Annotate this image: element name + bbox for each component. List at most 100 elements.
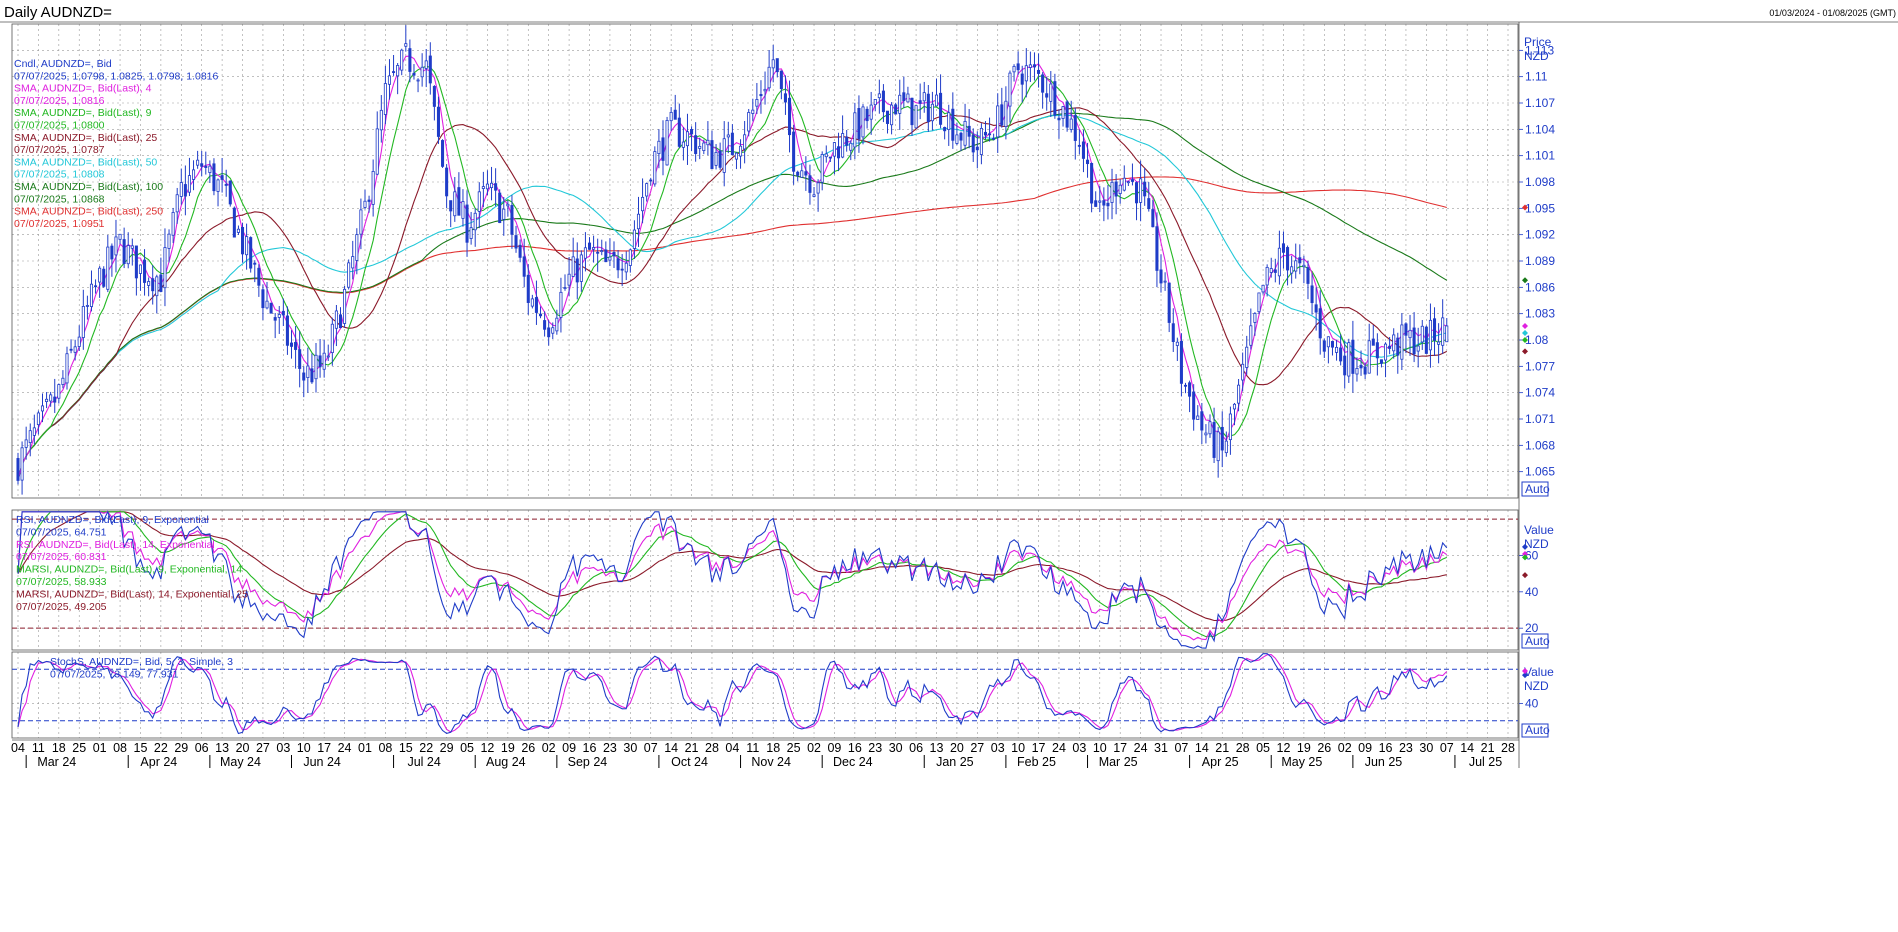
candle [649, 177, 653, 186]
price-marker [1522, 204, 1528, 211]
price-tick-label: 1.068 [1525, 438, 1555, 452]
candle [824, 145, 828, 163]
week-label: 03 [1072, 741, 1086, 755]
price-panel[interactable] [16, 25, 1449, 495]
candle-body [126, 245, 130, 265]
candle [49, 391, 53, 407]
candle-body [1028, 64, 1032, 68]
stoch-legend-line: StochS, AUDNZD=, Bid, 5, 3, Simple, 3 [50, 656, 233, 668]
candle [783, 75, 787, 115]
candle [722, 121, 726, 187]
candle [338, 307, 343, 329]
candle-body [710, 140, 714, 170]
candle-body [734, 152, 738, 160]
candle-body [98, 267, 102, 283]
candle-body [934, 94, 939, 107]
candle [1216, 426, 1220, 478]
candle [898, 79, 902, 130]
week-label: 14 [1195, 741, 1209, 755]
candle-body [298, 349, 302, 369]
candle [673, 94, 677, 120]
candle [1106, 184, 1110, 220]
candle-body [959, 132, 963, 141]
rsi-auto-button [1521, 633, 1549, 649]
candle [387, 59, 392, 100]
candle [269, 302, 273, 314]
price-axis-unit: NZD [1524, 49, 1549, 63]
week-label: 02 [1338, 741, 1352, 755]
candle [1147, 182, 1151, 212]
candle [1171, 308, 1175, 352]
candle [236, 225, 240, 236]
candle [894, 102, 898, 115]
candle-body [567, 273, 571, 286]
candle [804, 156, 808, 191]
candle [436, 96, 440, 144]
candle [265, 281, 269, 310]
rsi-legend-line: MARSI, AUDNZD=, Bid(Last), 14, Exponenti… [16, 588, 248, 600]
candle-body [477, 191, 481, 212]
candle-body [1122, 177, 1126, 191]
candle [730, 124, 734, 156]
candle [714, 144, 718, 170]
candle-body [490, 182, 494, 189]
candle [918, 83, 922, 120]
candle [1359, 350, 1363, 376]
candle [608, 238, 612, 267]
candle [996, 93, 1000, 154]
sma-50-line [17, 114, 1447, 481]
candle-body [1424, 326, 1428, 354]
candle-body [355, 234, 359, 261]
candle [163, 228, 167, 307]
candle [1081, 129, 1085, 173]
week-label: 16 [848, 741, 862, 755]
candle-body [147, 281, 151, 286]
candle-body [261, 289, 265, 309]
candle [1228, 406, 1232, 455]
week-label: 04 [725, 741, 739, 755]
candle-body [118, 233, 122, 240]
candle-body [1114, 181, 1118, 197]
price-tick-label: 1.092 [1525, 228, 1555, 242]
candle [677, 103, 681, 149]
candle-body [612, 252, 616, 257]
candle [375, 111, 379, 176]
candle-body [1257, 292, 1261, 313]
candle [592, 235, 596, 263]
candle-body [1110, 181, 1114, 203]
candle-body [1024, 65, 1028, 82]
candle-body [979, 127, 983, 155]
candle [567, 256, 571, 297]
candle [502, 197, 506, 236]
candle-body [726, 134, 730, 138]
candle-body [1412, 327, 1416, 355]
candle-body [767, 66, 771, 89]
candle-body [347, 262, 351, 288]
candle [314, 342, 318, 393]
stoch-panel[interactable] [12, 653, 1518, 735]
candle [151, 265, 155, 305]
price-legend-line: Cndl, AUDNZD=, Bid [14, 58, 112, 70]
candle [441, 139, 445, 168]
candle [902, 76, 906, 109]
candle-body [804, 171, 808, 176]
stoch-axis-title: Value [1524, 665, 1554, 679]
candle-body [85, 305, 89, 307]
candle-body [963, 120, 967, 146]
rsi-legend-line: 07/07/2025, 64.751 [16, 526, 107, 538]
rsi-marker [1522, 554, 1528, 561]
candle-body [28, 430, 32, 444]
rsi-panel[interactable] [12, 510, 1518, 649]
candle-body [628, 249, 632, 266]
candle-body [857, 108, 861, 140]
rsi-auto-label: Auto [1525, 634, 1550, 648]
candle [1318, 290, 1322, 355]
candle [747, 108, 751, 137]
rsi-legend-line: 07/07/2025, 49.205 [16, 601, 107, 613]
candle-body [1437, 341, 1441, 345]
candle-body [653, 151, 657, 185]
rsi-legend-line: 07/07/2025, 60.831 [16, 551, 107, 563]
candle-body [155, 276, 159, 297]
